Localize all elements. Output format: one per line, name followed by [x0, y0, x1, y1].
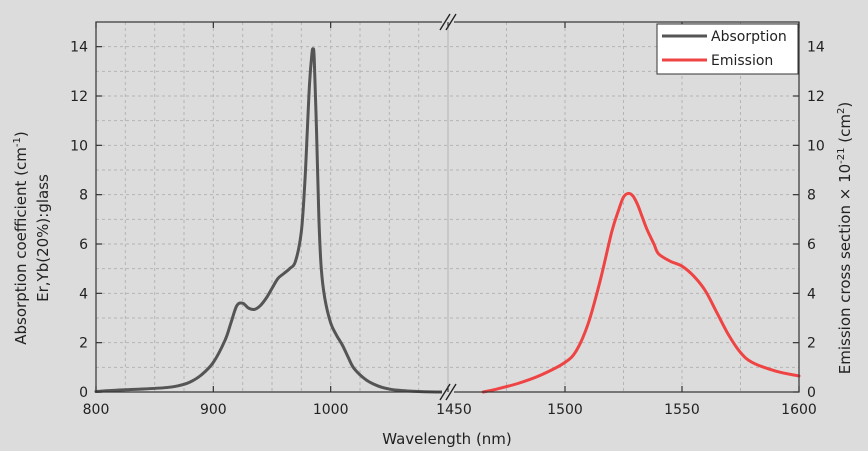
y-tick-label-right: 12 — [807, 89, 825, 105]
y-tick-label-right: 8 — [807, 188, 816, 204]
y-tick-label-left: 10 — [70, 138, 88, 154]
y-tick-label-left: 8 — [79, 188, 88, 204]
y-tick-label-right: 6 — [807, 237, 816, 253]
y-tick-label-left: 0 — [79, 385, 88, 401]
y-axis-title-left-main: Absorption coefficient (cm — [12, 147, 30, 345]
x-tick-label: 800 — [83, 402, 110, 418]
y-axis-title-right-sup1: -21 — [836, 147, 847, 163]
x-axis-title: Wavelength (nm) — [382, 430, 512, 448]
y-axis-title-right-sup2: 2 — [836, 108, 847, 114]
y-tick-label-right: 0 — [807, 385, 816, 401]
y-tick-label-left: 12 — [70, 89, 88, 105]
y-tick-label-left: 2 — [79, 336, 88, 352]
x-tick-label: 1600 — [781, 402, 817, 418]
y-axis-title-left-close: ) — [12, 131, 30, 137]
x-tick-label: 1450 — [436, 402, 472, 418]
legend-label-absorption: Absorption — [711, 29, 787, 45]
y-tick-label-right: 4 — [807, 286, 816, 302]
axis-break-mark — [445, 383, 457, 401]
series-line-absorption — [94, 47, 450, 394]
grid — [96, 22, 799, 392]
series-group — [94, 47, 801, 394]
legend-label-emission: Emission — [711, 53, 773, 69]
y-axis-title-left-sup: -1 — [12, 137, 23, 147]
y-tick-label-left: 6 — [79, 237, 88, 253]
legend: Absorption Emission — [656, 23, 799, 75]
y-axis-title-left-line2: Er,Yb(20%):glass — [34, 174, 52, 302]
x-tick-label: 900 — [200, 402, 227, 418]
ticks-group: 0 2 4 6 8 10 12 14 0 2 4 6 8 10 12 14 800 900 1000 1450 1500… — [70, 22, 825, 418]
series-line-emission — [481, 191, 801, 394]
x-tick-label: 1500 — [547, 402, 583, 418]
y-axis-title-right: Emission cross section × 10-21 (cm2) — [836, 102, 854, 374]
legend-box — [656, 23, 799, 75]
y-tick-label-left: 14 — [70, 40, 88, 56]
y-axis-title-right-close: ) — [836, 102, 854, 108]
y-tick-label-right: 2 — [807, 336, 816, 352]
y-tick-label-left: 4 — [79, 286, 88, 302]
x-tick-label: 1000 — [313, 402, 349, 418]
axis-break-mark — [439, 13, 451, 31]
x-tick-label: 1550 — [664, 402, 700, 418]
y-tick-label-right: 14 — [807, 40, 825, 56]
y-axis-title-left: Absorption coefficient (cm-1) — [12, 131, 30, 344]
y-axis-title-right-main: Emission cross section × 10 — [836, 164, 854, 374]
y-axis-title-right-mid: (cm — [836, 114, 854, 147]
y-tick-label-right: 10 — [807, 138, 825, 154]
